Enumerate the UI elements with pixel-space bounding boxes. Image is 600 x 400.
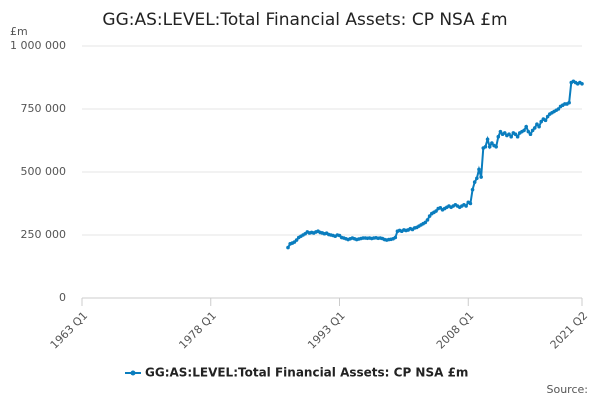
point [502,131,507,135]
x-tick-label: 2008 Q1 [434,309,477,352]
y-tick-label: 500 000 [21,165,67,178]
point [483,145,488,149]
legend-label: GG:AS:LEVEL:Total Financial Assets: CP N… [145,366,468,380]
point [530,128,535,133]
point [543,118,548,123]
point [464,204,468,208]
point [496,134,501,139]
x-tick-label: 2021 Q2 [548,309,591,352]
point [475,176,479,181]
x-tick-label: 1963 Q1 [48,309,91,352]
x-tick-label: 1993 Q1 [305,309,348,352]
point [294,238,299,242]
point [487,145,492,149]
point [535,122,539,126]
y-tick-label: 1 000 000 [10,39,66,52]
point [532,126,537,130]
y-tick-label: 250 000 [21,228,67,241]
point [537,124,541,129]
legend-marker [130,370,136,376]
point [515,134,520,139]
point [509,134,513,139]
point [468,201,473,206]
y-tick-label: 0 [59,291,66,304]
point [545,114,550,119]
point [567,100,571,105]
y-tick-label: 750 000 [21,102,67,115]
source: Source: [547,383,589,396]
point [490,141,494,145]
point [393,235,398,240]
point [485,137,490,142]
x-tick-label: 1978 Q1 [176,309,219,352]
point [425,218,430,222]
point [528,132,533,136]
point [498,129,503,134]
y-unit: £m [10,25,28,38]
point [494,145,498,149]
point [479,175,483,179]
point [556,107,561,111]
point [286,245,290,250]
point [477,167,481,172]
point [522,128,526,133]
chart-title: GG:AS:LEVEL:Total Financial Assets: CP N… [102,10,507,30]
point [524,124,529,129]
point [470,187,475,192]
point [472,180,477,184]
point [526,129,531,134]
point [423,220,428,225]
point [539,119,544,124]
point [434,209,438,213]
point [427,214,432,218]
point [507,132,511,136]
line [287,80,583,249]
point [513,132,518,136]
point [580,82,584,86]
